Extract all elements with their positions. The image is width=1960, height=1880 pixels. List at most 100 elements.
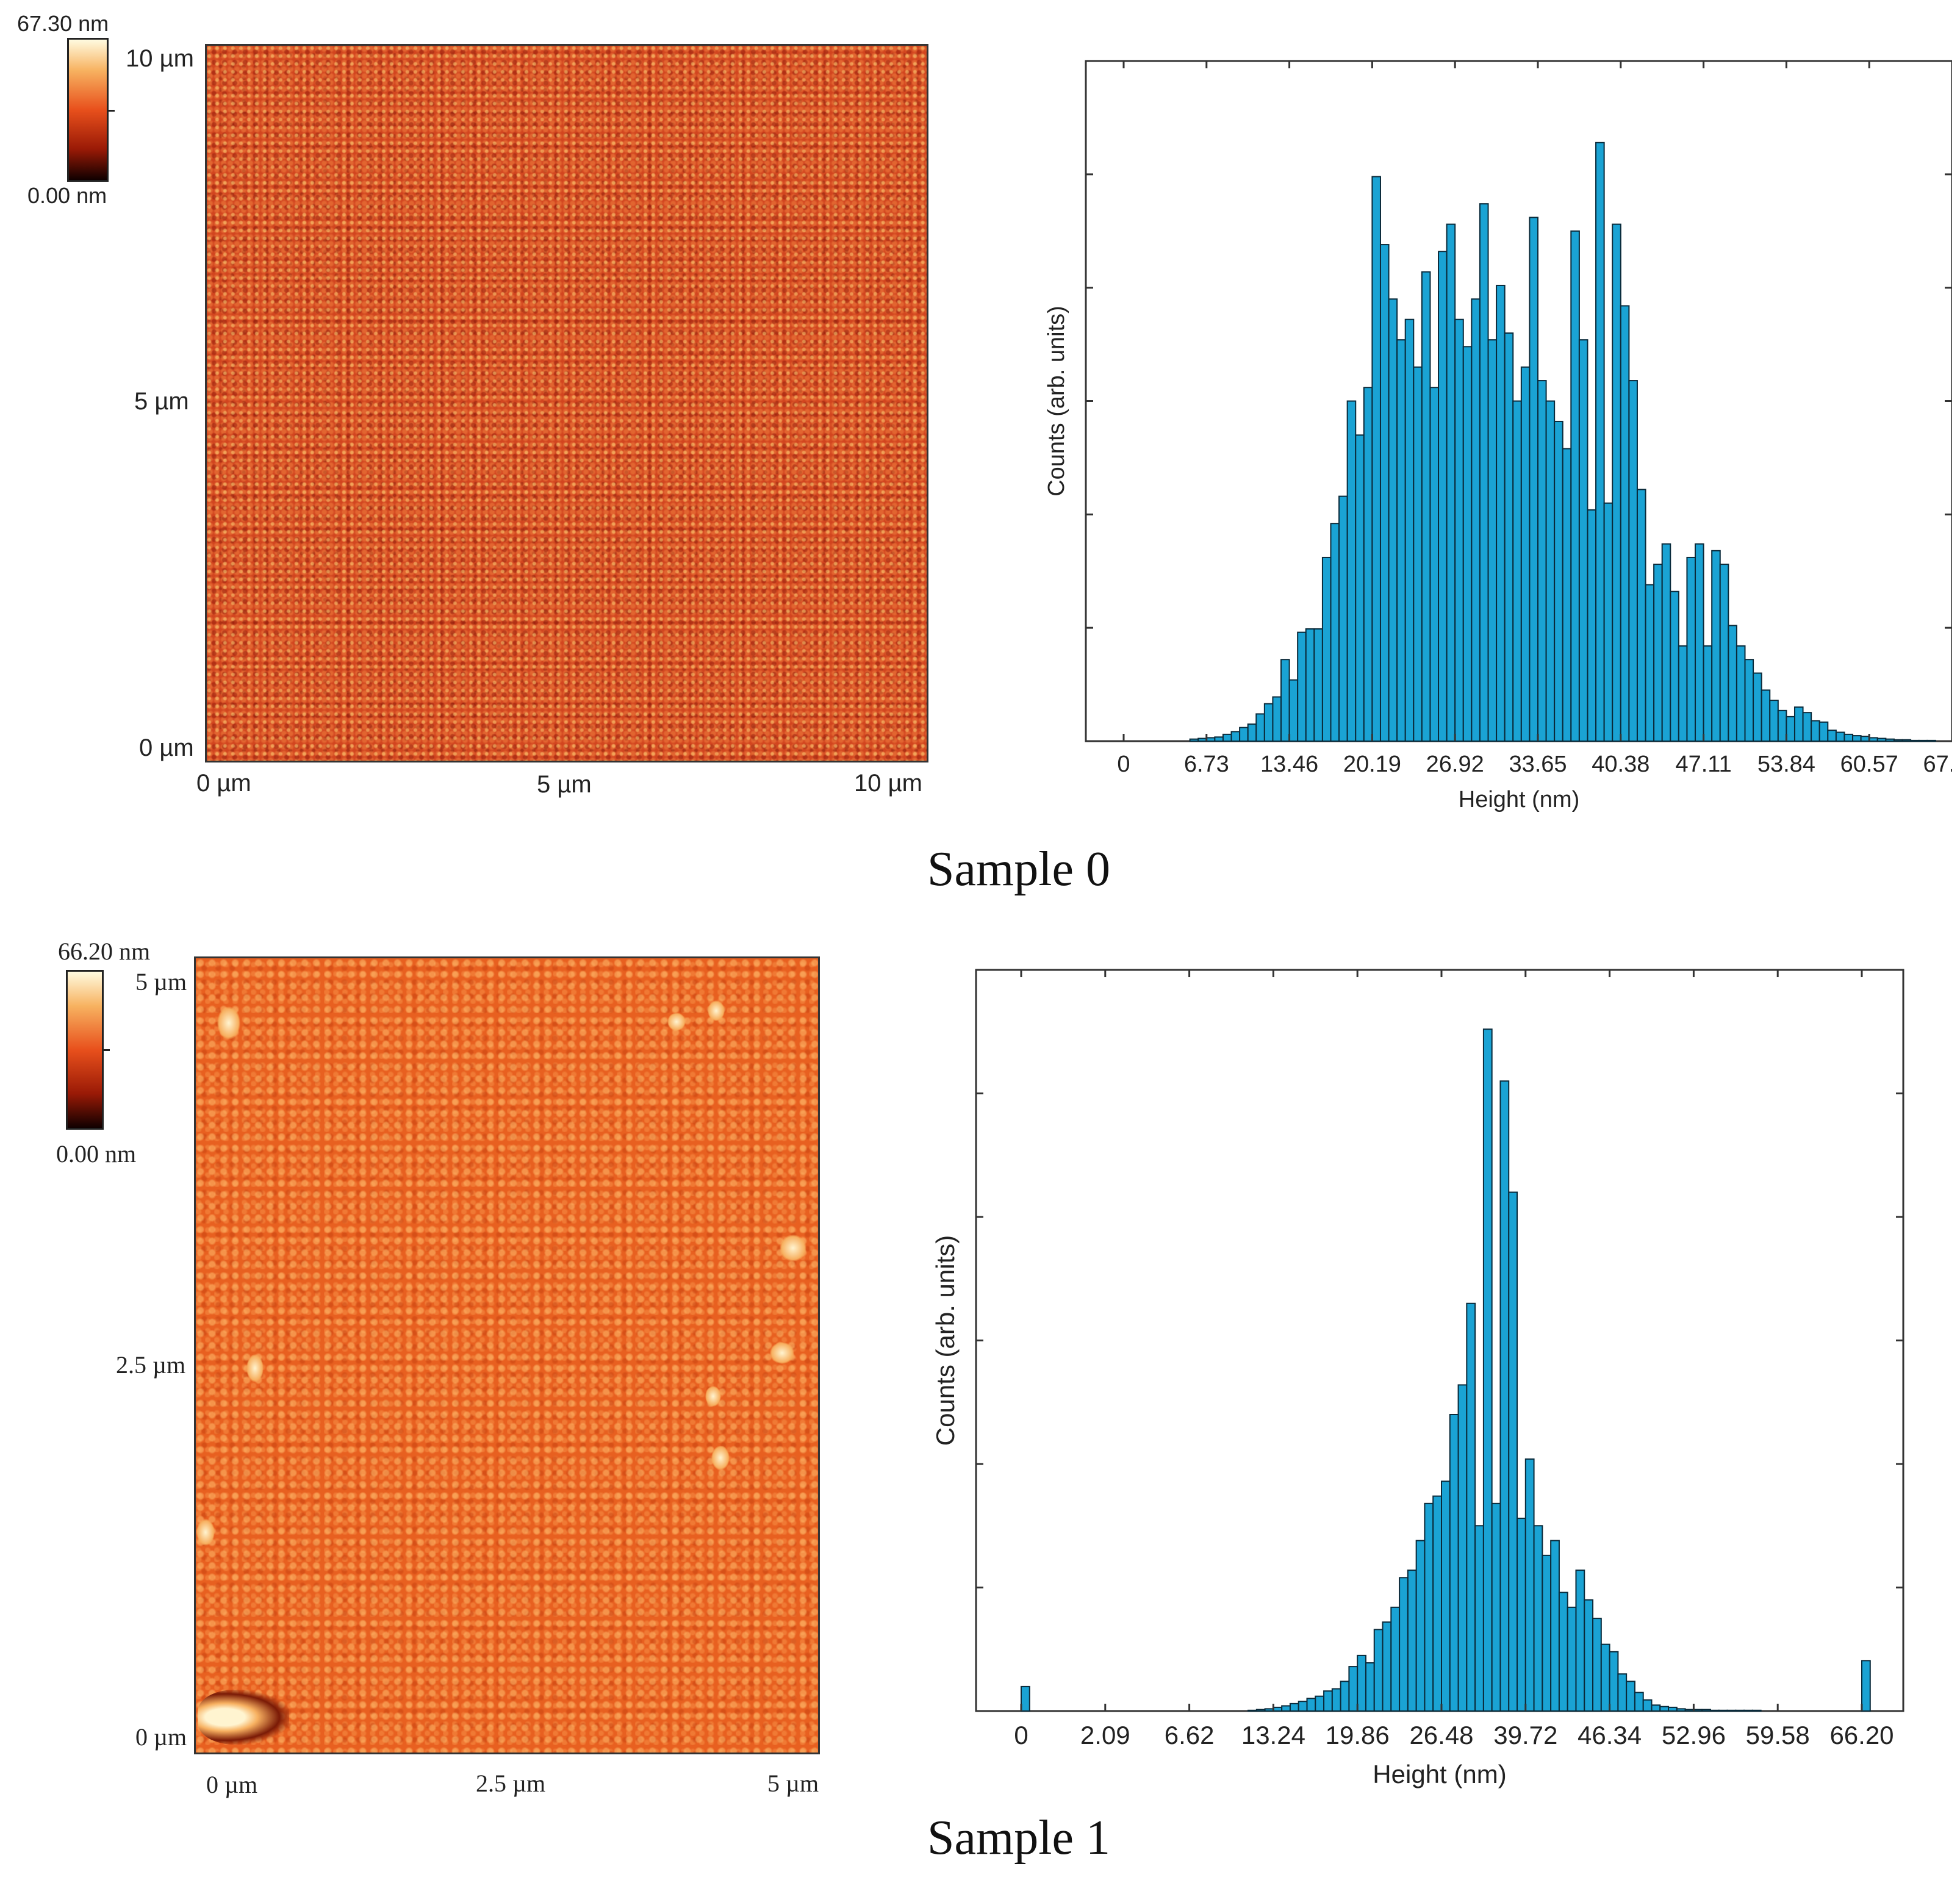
histogram-bar	[1396, 339, 1406, 742]
histogram-bar	[1676, 1708, 1686, 1712]
afm-x-tick: 0 µm	[206, 1771, 258, 1798]
histogram-bar	[1508, 1191, 1518, 1712]
histogram-bar	[1487, 339, 1498, 742]
histogram-bar	[1379, 244, 1390, 742]
histogram-bar	[1321, 556, 1332, 742]
histogram-bar	[1893, 739, 1903, 742]
x-tick-label: 0	[1117, 752, 1130, 777]
histogram-bar	[1491, 1502, 1501, 1712]
histogram-bar	[1230, 731, 1241, 742]
histogram-bar	[1634, 1692, 1644, 1712]
histogram-bar	[1348, 1666, 1359, 1712]
afm-height-image	[205, 44, 928, 762]
histogram-bar	[1868, 737, 1878, 742]
afm-x-tick: 5 µm	[537, 771, 592, 798]
afm-x-tick: 2.5 µm	[476, 1770, 546, 1797]
histogram-bar	[1289, 1702, 1299, 1712]
histogram-bar	[1718, 1709, 1728, 1712]
histogram-bar	[1550, 1540, 1560, 1712]
sample-caption: Sample 1	[927, 1811, 1110, 1865]
histogram-bar	[1280, 659, 1290, 742]
histogram-bar	[1709, 1709, 1720, 1712]
histogram-bar	[1499, 1080, 1510, 1712]
afm-particle	[705, 1386, 721, 1407]
histogram-bar	[1533, 1525, 1543, 1712]
histogram-bar	[1496, 284, 1506, 742]
histogram-bar	[1703, 645, 1713, 742]
histogram-bar	[1693, 1709, 1703, 1712]
histogram-bar	[1373, 1629, 1384, 1712]
histogram-bar	[1371, 176, 1381, 742]
x-tick-label: 59.58	[1746, 1721, 1810, 1749]
histogram-bar	[1753, 672, 1762, 742]
colorbar-min-label: 0.00 nm	[27, 183, 107, 208]
histogram-bar	[1587, 509, 1597, 742]
colorbar-tick	[109, 110, 115, 112]
afm-y-tick: 5 µm	[134, 388, 189, 415]
x-tick-label: 2.09	[1080, 1721, 1130, 1749]
histogram-bar	[1355, 434, 1365, 742]
histogram-bar	[1441, 1480, 1451, 1712]
afm-x-tick: 10 µm	[854, 770, 922, 797]
histogram-bar	[1306, 1698, 1316, 1712]
x-tick-label: 47.11	[1675, 752, 1731, 777]
histogram-bar	[1263, 703, 1274, 742]
histogram-bar	[1711, 550, 1721, 742]
sample-caption: Sample 0	[927, 842, 1110, 896]
histogram-bar	[1432, 1495, 1442, 1712]
histogram-bar	[1297, 631, 1307, 742]
x-tick-label: 13.24	[1241, 1721, 1305, 1749]
histogram-bar	[1743, 1709, 1753, 1712]
colorbar	[66, 970, 104, 1130]
histogram-bar	[1504, 332, 1514, 742]
histogram-bar	[1247, 1709, 1257, 1712]
histogram-bar	[1554, 420, 1563, 742]
histogram-bar	[1575, 1570, 1585, 1712]
x-tick-label: 26.92	[1426, 752, 1484, 777]
afm-particle	[246, 1354, 264, 1382]
histogram-bar	[1382, 1621, 1392, 1712]
histogram-bar	[1567, 1606, 1577, 1712]
histogram-bar	[1793, 706, 1804, 742]
histogram-bar	[1852, 735, 1862, 742]
histogram-bar	[1651, 1704, 1661, 1712]
afm-y-tick: 0 µm	[135, 1723, 187, 1751]
y-axis-label: Counts (arb. units)	[931, 1235, 960, 1446]
histogram-bar	[1835, 731, 1845, 742]
x-tick-label: 6.62	[1165, 1721, 1215, 1749]
histogram-bar	[1777, 709, 1787, 742]
histogram-bar	[1659, 1706, 1670, 1712]
height-histogram: 0 6.73 13.46 20.19 26.92 33.65 40.38 47.11 53.84…	[1044, 60, 1952, 813]
histogram-bar	[1413, 366, 1423, 742]
histogram-bar	[1786, 716, 1795, 742]
histogram-bar	[1421, 271, 1431, 742]
histogram-bar	[1390, 1606, 1401, 1712]
x-tick-label: 46.34	[1578, 1721, 1642, 1749]
histogram-bar	[1388, 298, 1398, 742]
histogram-bar	[1802, 712, 1812, 742]
x-tick-label: 40.38	[1592, 752, 1649, 777]
histogram-bar	[1595, 142, 1605, 742]
colorbar-max-label: 66.20 nm	[58, 938, 151, 965]
histogram-bar	[1424, 1502, 1434, 1712]
histogram-bar	[1701, 1709, 1711, 1712]
histogram-bar	[1529, 217, 1538, 742]
afm-y-tick: 10 µm	[126, 45, 194, 72]
histogram-bar	[1653, 564, 1663, 742]
histogram-bar	[1695, 543, 1704, 742]
histogram-bar	[1562, 448, 1572, 742]
histogram-bar	[1861, 1660, 1871, 1712]
colorbar	[67, 38, 109, 182]
colorbar-max-label: 67.30 nm	[17, 11, 109, 36]
afm-y-tick: 0 µm	[139, 734, 194, 761]
histogram-bar	[1719, 564, 1729, 742]
histogram-bar	[1363, 387, 1373, 742]
histogram-bar	[1818, 721, 1829, 742]
height-histogram: 0 2.09 6.62 13.24 19.86 26.48 39.72 46.34 52.96 5…	[931, 969, 1904, 1789]
histogram-bar	[1429, 387, 1440, 742]
histogram-bar	[1471, 298, 1481, 742]
histogram-bar	[1645, 584, 1655, 742]
x-tick-label: 26.48	[1409, 1721, 1473, 1749]
histogram-bar	[1603, 502, 1614, 742]
histogram-bar	[1876, 737, 1887, 742]
